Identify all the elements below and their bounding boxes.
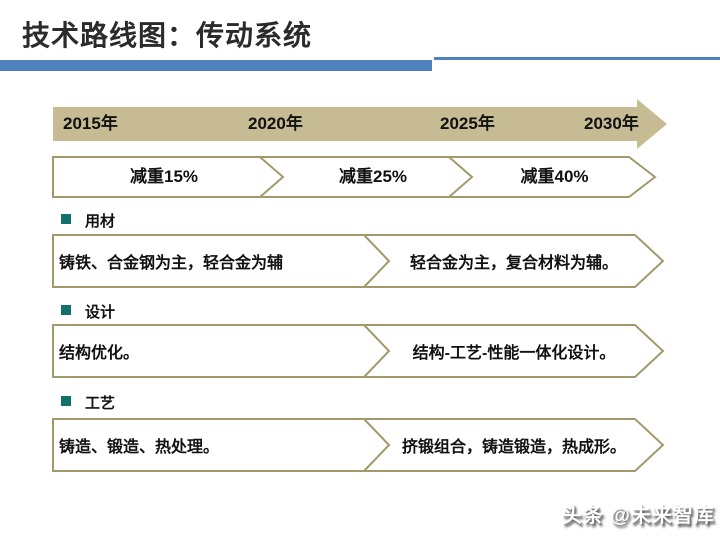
section-chevron-band: [52, 234, 665, 288]
timeline-year: 2025年: [440, 114, 495, 133]
timeline-arrow-head: [637, 99, 667, 149]
section-right-text: 轻合金为主，复合材料为辅。: [409, 255, 618, 272]
weight-reduction-band: [52, 156, 657, 198]
weight-label: 减重25%: [338, 167, 408, 186]
title-underline-line: [434, 57, 720, 60]
section-right-text: 结构-工艺-性能一体化设计。: [412, 345, 616, 362]
section-left-text: 结构优化。: [59, 345, 140, 362]
timeline-arrow-body: [53, 107, 637, 141]
section-chevron-band: [52, 418, 665, 472]
section-bullet-icon: [61, 305, 71, 315]
timeline-year: 2020年: [248, 114, 303, 133]
section-bullet-icon: [61, 396, 71, 406]
weight-label: 减重15%: [129, 167, 199, 186]
section-left-text: 铸铁、合金钢为主，轻合金为辅: [59, 255, 284, 272]
section-label: 工艺: [85, 395, 116, 412]
timeline-year: 2030年: [584, 114, 639, 133]
section-label: 设计: [85, 304, 116, 321]
timeline-year: 2015年: [63, 114, 118, 133]
page-title: 技术路线图：传动系统: [22, 20, 313, 51]
section-bullet-icon: [61, 214, 71, 224]
section-left-text: 铸造、锻造、热处理。: [59, 439, 220, 456]
weight-label: 减重40%: [520, 167, 589, 186]
watermark: 头条 @未来智库: [562, 505, 716, 527]
section-label: 用材: [85, 213, 116, 230]
title-underline-bar: [0, 60, 432, 71]
section-right-text: 挤锻组合，铸造锻造，热成形。: [401, 439, 626, 456]
section-chevron-band: [52, 324, 665, 378]
